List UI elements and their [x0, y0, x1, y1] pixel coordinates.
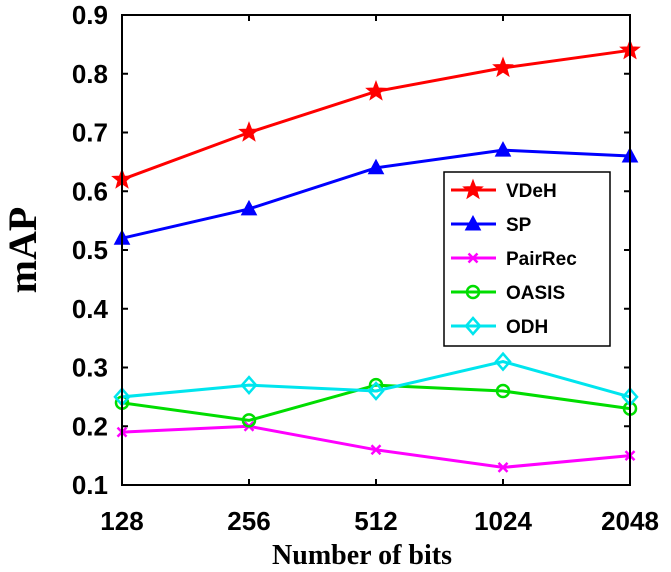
- tick-layer: 128 256 512 1024 2048 0.1 0.2 0.3 0.4 0.5 0.6 0.7 0.…: [72, 0, 659, 536]
- legend-label: VDeH: [506, 181, 557, 202]
- legend-marker: [462, 178, 484, 200]
- y-tick-label: 0.8: [72, 59, 108, 89]
- legend-label: SP: [506, 215, 532, 236]
- legend-item-oasis: OASIS: [451, 283, 565, 304]
- x-tick-label: 256: [227, 506, 270, 536]
- x-tick-label: 128: [100, 506, 143, 536]
- x-tick-label: 1024: [474, 506, 532, 536]
- legend-item-sp: SP: [451, 214, 532, 236]
- y-tick-label: 0.2: [72, 411, 108, 441]
- legend-marker: [465, 284, 481, 300]
- data-point: [365, 79, 387, 101]
- legend-marker: [464, 316, 482, 336]
- y-tick-label: 0.3: [72, 353, 108, 383]
- legend-label: PairRec: [506, 249, 577, 270]
- y-tick-label: 0.1: [72, 470, 108, 500]
- legend: VDeH SP PairRec OASIS ODH: [443, 171, 611, 347]
- y-tick-label: 0.7: [72, 118, 108, 148]
- data-point: [367, 158, 385, 175]
- data-point: [370, 444, 382, 456]
- legend-item-vdeh: VDeH: [451, 178, 557, 202]
- data-point: [494, 351, 512, 372]
- data-point: [495, 383, 511, 399]
- series-line: [121, 360, 631, 399]
- data-point: [367, 381, 385, 401]
- legend-marker: [467, 252, 479, 264]
- y-tick-label: 0.9: [72, 0, 108, 30]
- legend-item-odh: ODH: [451, 316, 548, 338]
- series-line: [121, 383, 631, 422]
- y-axis-title: mAP: [0, 207, 45, 294]
- data-point: [240, 199, 258, 216]
- y-tick-label: 0.5: [72, 235, 108, 265]
- series-layer: [111, 38, 641, 473]
- legend-item-pairrec: PairRec: [451, 249, 577, 270]
- data-point: [241, 413, 257, 428]
- x-tick-label: 512: [354, 506, 397, 536]
- data-point: [494, 141, 512, 157]
- data-point: [238, 121, 260, 142]
- legend-label: OASIS: [506, 283, 565, 304]
- x-axis-title: Number of bits: [272, 540, 452, 571]
- y-tick-label: 0.6: [72, 176, 108, 206]
- data-point: [492, 56, 514, 78]
- data-point: [240, 375, 258, 396]
- legend-marker: [464, 214, 482, 231]
- series-sp: [113, 141, 639, 245]
- y-tick-label: 0.4: [72, 294, 109, 324]
- data-point: [497, 461, 509, 473]
- legend-label: ODH: [506, 317, 548, 338]
- x-tick-label: 2048: [601, 506, 659, 536]
